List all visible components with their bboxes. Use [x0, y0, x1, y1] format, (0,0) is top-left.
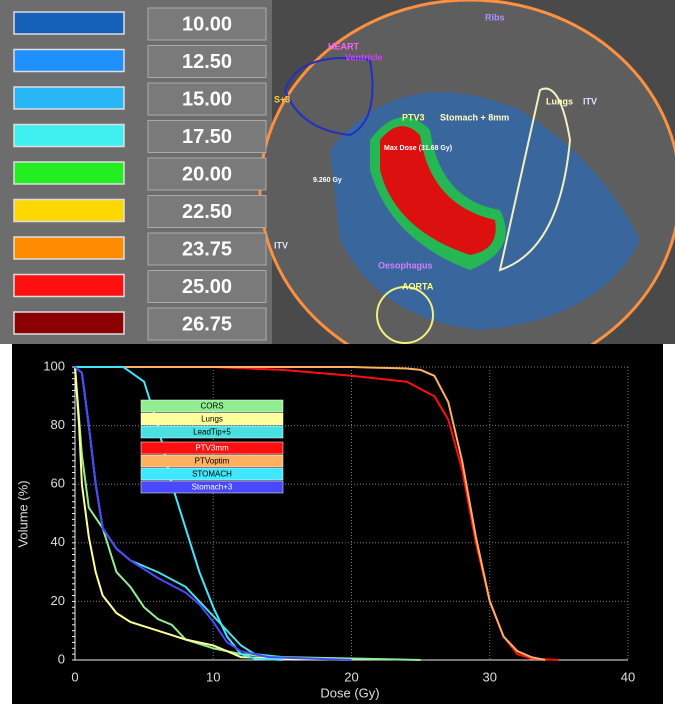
- y-tick-label: 40: [51, 534, 65, 549]
- dose-value-box: [147, 195, 267, 228]
- dose-swatch: [13, 48, 125, 73]
- dose-swatch: [13, 161, 125, 185]
- dose-value: 22.50: [182, 201, 232, 223]
- dose-panel: Ribs HEART Ventricle S+3 PTV3 Stomach + …: [0, 0, 675, 344]
- dose-value-box: [147, 7, 267, 41]
- dose-value: 26.75: [182, 313, 232, 335]
- y-tick-label: 20: [51, 593, 65, 608]
- dose-value: 12.50: [182, 51, 232, 73]
- image-label: Ventricle: [345, 52, 383, 62]
- dose-core: [380, 126, 496, 255]
- dose-swatch: [13, 11, 125, 35]
- image-label: Stomach + 8mm: [440, 112, 509, 122]
- image-label: PTV3: [402, 112, 425, 122]
- dose-value: 23.75: [182, 238, 232, 260]
- dose-swatch: [13, 123, 125, 148]
- image-label: 9.260 Gy: [313, 177, 342, 184]
- image-label: Oesophagus: [378, 260, 433, 270]
- legend-entry: [140, 480, 284, 494]
- dose-swatch: [13, 86, 125, 110]
- image-label: Lungs: [546, 96, 573, 106]
- dose-swatch: [13, 198, 125, 223]
- dvh-line: [74, 366, 352, 661]
- legend-entry: [140, 412, 284, 426]
- dose-value-box: [147, 120, 267, 153]
- lung-contour: [498, 87, 572, 272]
- dose-value: 25.00: [182, 276, 232, 298]
- legend-entry: [140, 454, 284, 468]
- x-tick-label: 20: [344, 669, 358, 684]
- dvh-line: [75, 366, 283, 661]
- dose-swatch: [13, 236, 125, 260]
- dose-swatch: [13, 311, 125, 335]
- image-label: ITV: [583, 96, 597, 106]
- dvh-line: [75, 366, 559, 661]
- dose-value-box: [147, 157, 267, 191]
- dose-value-box: [147, 45, 267, 78]
- heart-contour: [283, 57, 374, 137]
- aorta-contour: [376, 286, 434, 344]
- legend-label: STOMACH: [192, 470, 232, 479]
- legend-entry: [140, 399, 284, 413]
- legend-label: LeadTip+5: [193, 428, 231, 437]
- y-axis-label: Volume (%): [15, 480, 30, 547]
- x-tick-label: 0: [71, 669, 78, 684]
- dose-value: 10.00: [182, 13, 232, 35]
- dose-value: 20.00: [182, 163, 232, 185]
- x-tick-label: 30: [483, 669, 497, 684]
- legend-label: CORS: [200, 402, 223, 411]
- plot-background: [12, 344, 663, 704]
- dose-swatch: [13, 273, 125, 298]
- legend-label: PTV3mm: [195, 444, 229, 453]
- dose-value-box: [147, 270, 267, 303]
- x-tick-label: 40: [621, 669, 635, 684]
- x-axis-label: Dose (Gy): [320, 685, 379, 700]
- legend-label: PTVoptim: [195, 457, 230, 466]
- image-label: Max Dose (31.68 Gy): [384, 145, 452, 152]
- legend-label: Lungs: [201, 415, 223, 424]
- dvh-line: [75, 366, 546, 661]
- dvh-chart: Dose (Gy) Volume (%) 0 20 40 60 80 100 0 10 20 30…: [0, 344, 675, 704]
- legend-label: Stomach+3: [192, 483, 233, 492]
- image-label: AORTA: [402, 281, 434, 291]
- image-label: Ribs: [485, 12, 505, 22]
- y-tick-label: 80: [51, 417, 65, 432]
- legend-entry: [140, 425, 284, 439]
- legend-entry: [140, 467, 284, 481]
- dose-value-box: [147, 232, 267, 266]
- dose-value-box: [147, 82, 267, 116]
- x-tick-label: 10: [206, 669, 220, 684]
- dose-value: 15.00: [182, 88, 232, 110]
- image-label: S+3: [274, 94, 290, 104]
- y-tick-label: 60: [51, 476, 65, 491]
- y-tick-label: 0: [58, 651, 65, 666]
- dvh-line: [74, 366, 352, 661]
- dose-value-box: [147, 307, 267, 341]
- y-tick-label: 100: [43, 358, 65, 373]
- legend-entry: [140, 441, 284, 455]
- image-label: HEART: [328, 41, 360, 51]
- dose-value: 17.50: [182, 126, 232, 148]
- image-label: ITV: [274, 240, 288, 250]
